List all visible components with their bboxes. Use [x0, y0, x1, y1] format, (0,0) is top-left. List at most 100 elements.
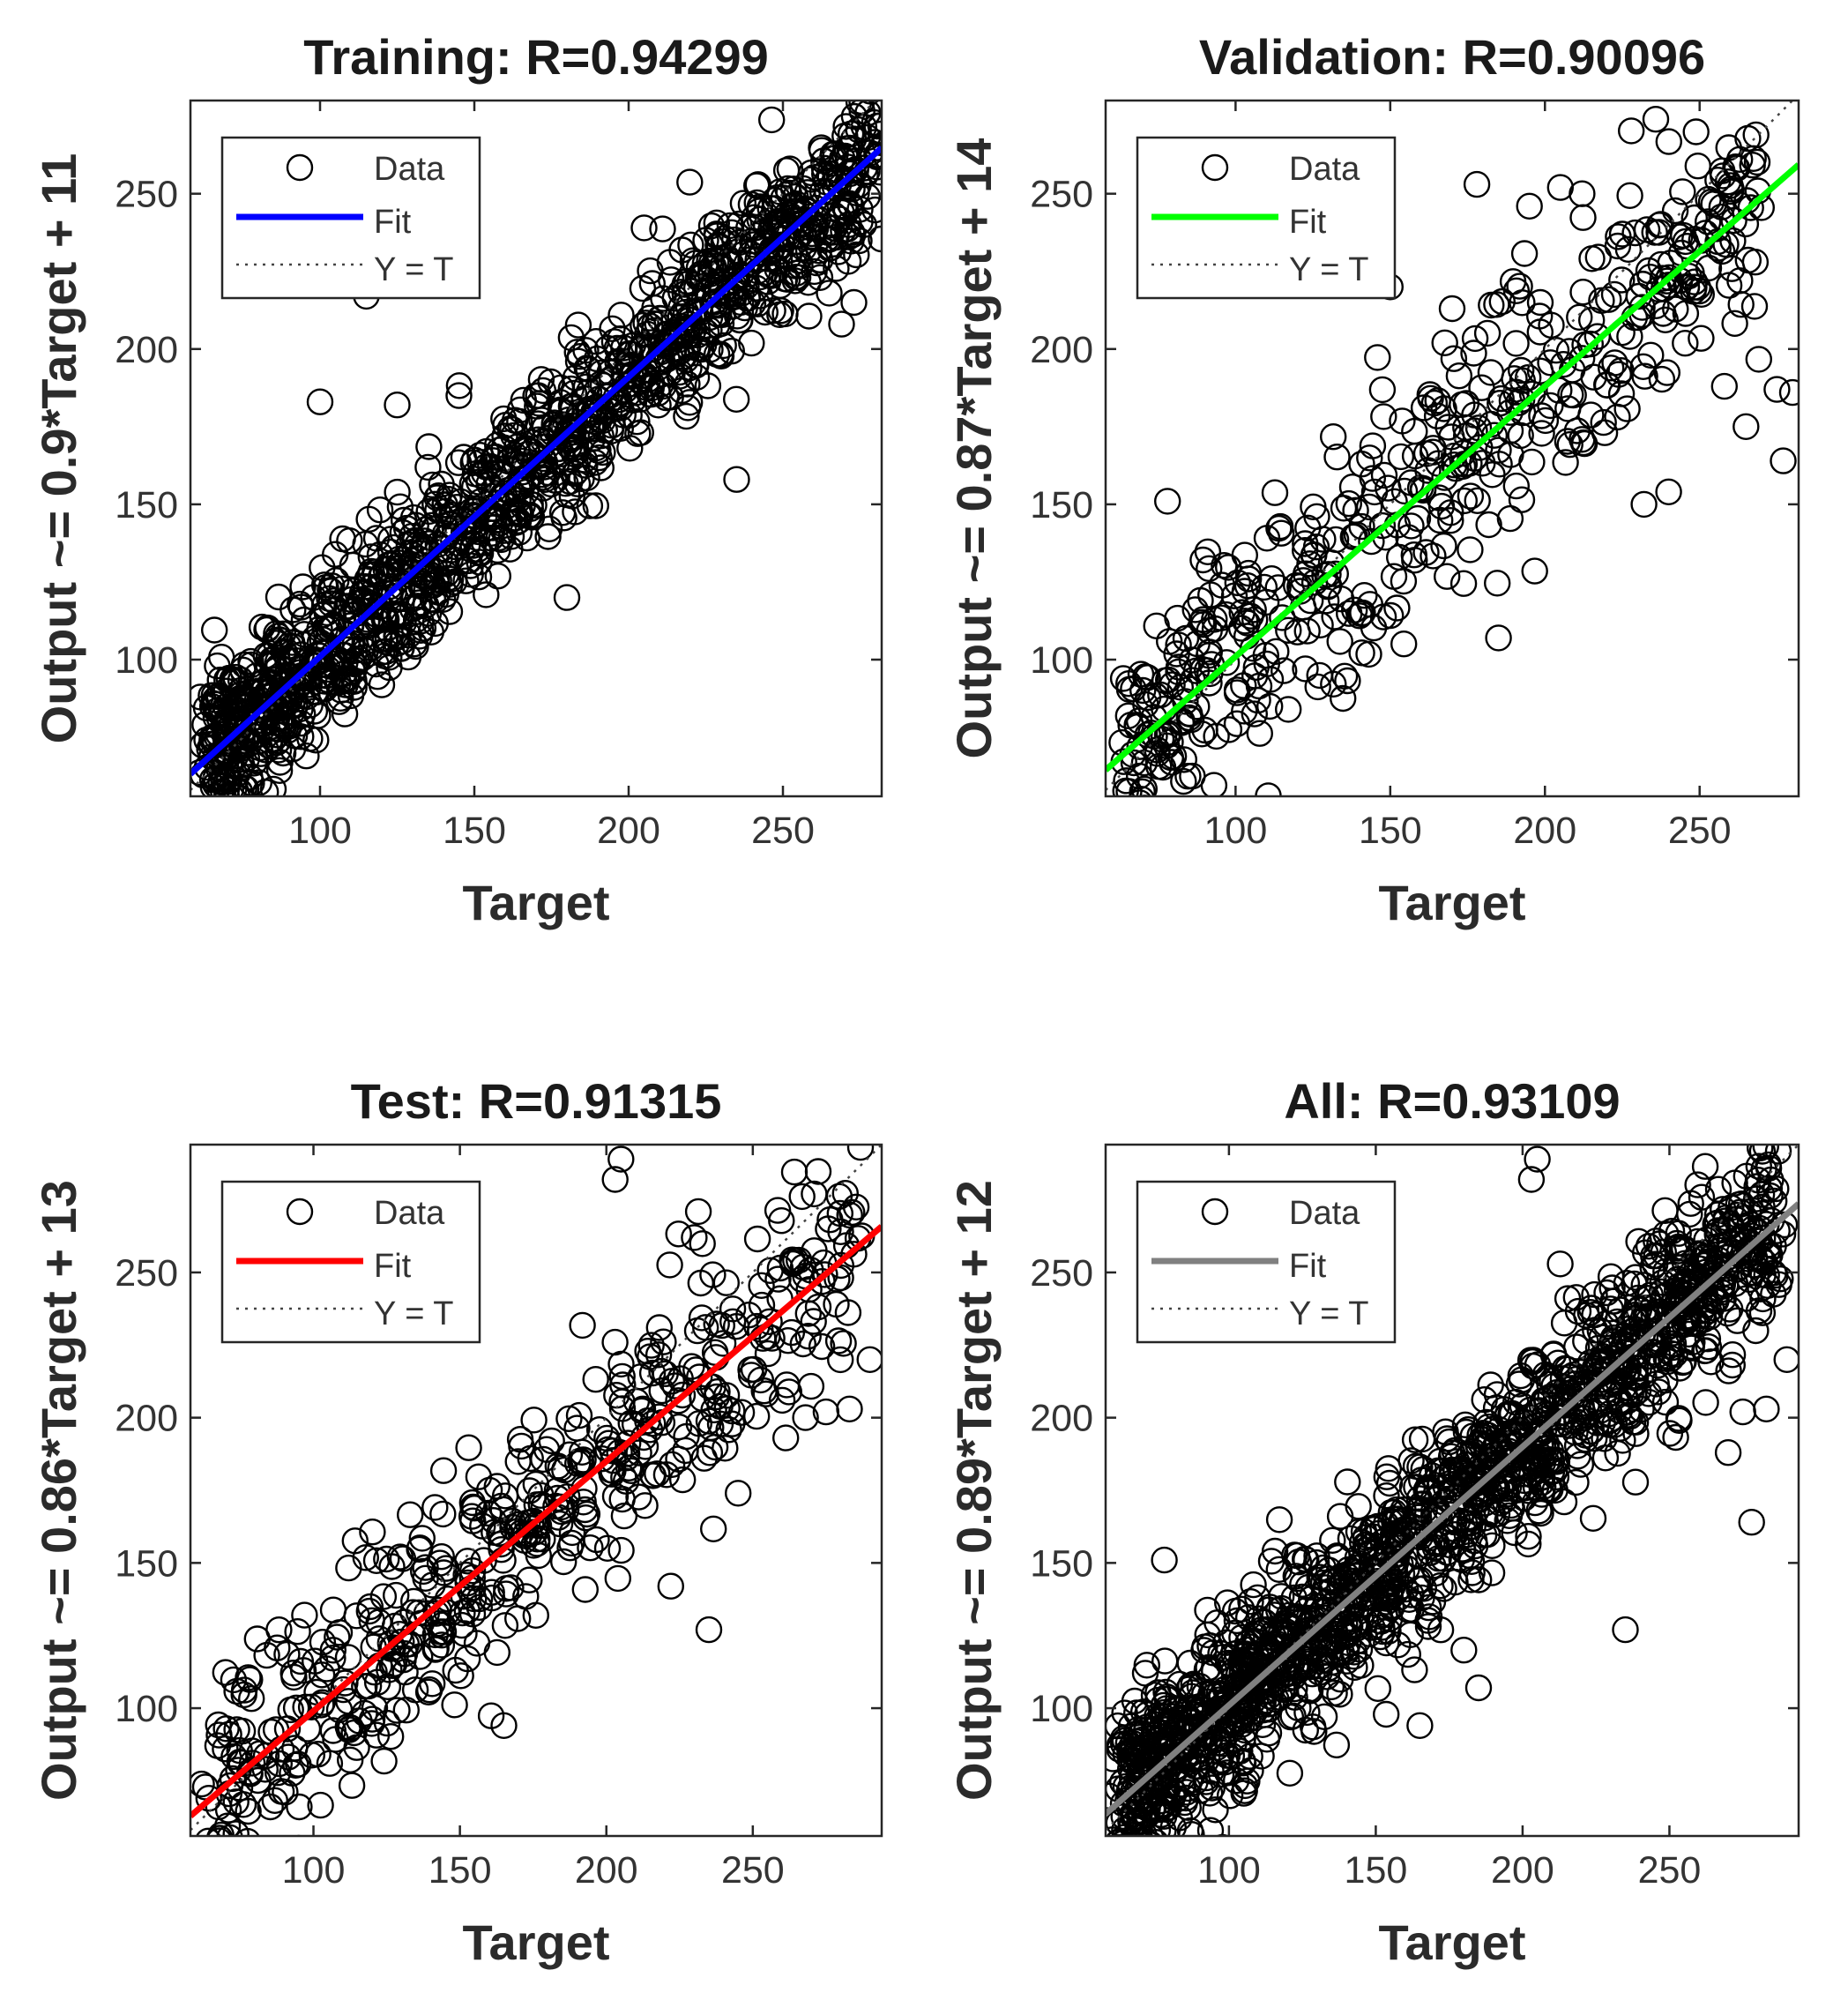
data-point	[1119, 938, 1144, 963]
data-point	[1567, 1451, 1595, 1478]
data-point	[287, 664, 315, 691]
data-point	[409, 615, 437, 642]
data-point	[1143, 824, 1167, 848]
data-point	[1595, 1411, 1623, 1438]
data-point	[370, 1747, 398, 1775]
data-point	[1326, 628, 1353, 655]
data-point	[1613, 395, 1641, 422]
data-point	[1153, 1776, 1181, 1804]
data-point	[1550, 1399, 1577, 1426]
data-point	[1525, 1421, 1553, 1448]
data-point	[1121, 1802, 1148, 1831]
data-point	[257, 1793, 284, 1821]
data-point	[334, 1644, 362, 1671]
data-point	[1340, 1643, 1367, 1670]
x-axis-label: Target	[1379, 1914, 1526, 1970]
data-point	[856, 1346, 882, 1373]
data-point	[206, 1825, 234, 1836]
data-point	[441, 515, 469, 542]
data-point	[601, 1328, 629, 1356]
data-point	[1579, 1504, 1607, 1533]
data-point	[1618, 1343, 1646, 1371]
data-point	[1198, 1774, 1226, 1802]
data-point	[843, 241, 870, 269]
data-point	[459, 506, 488, 534]
legend-label: Fit	[374, 1248, 412, 1285]
data-point	[483, 1638, 510, 1667]
data-point	[1461, 325, 1489, 353]
data-point	[1341, 1610, 1368, 1638]
data-point	[1193, 1655, 1221, 1683]
subplot-2: 100 150 200 250 100 150 200 250 Validation: R=0.…	[946, 29, 1800, 963]
data-point	[1438, 295, 1466, 323]
data-point	[1320, 670, 1347, 698]
data-point	[1241, 700, 1269, 728]
data-point	[1630, 1272, 1658, 1299]
data-point	[1519, 1352, 1546, 1380]
data-point	[679, 247, 707, 274]
data-point	[1157, 743, 1185, 772]
data-point	[1642, 105, 1670, 133]
data-point	[1690, 1306, 1718, 1333]
data-point	[289, 700, 317, 728]
data-point	[1427, 1571, 1454, 1600]
data-point	[475, 470, 503, 497]
data-point	[1562, 1468, 1590, 1496]
data-point	[753, 213, 780, 240]
y-axis-label: Output ~= 0.9*Target + 11	[31, 153, 86, 744]
legend-label: Y = T	[374, 1295, 454, 1332]
data-point	[669, 319, 697, 347]
data-point	[270, 638, 297, 665]
data-point	[1498, 1399, 1526, 1428]
data-point	[1748, 1145, 1777, 1165]
data-point	[367, 563, 395, 591]
data-point	[1778, 378, 1799, 407]
data-point	[1408, 1490, 1436, 1518]
data-point	[414, 453, 442, 481]
data-point	[1255, 1719, 1283, 1747]
data-point	[376, 619, 404, 647]
data-point	[1133, 795, 1138, 796]
data-point	[1271, 1672, 1300, 1700]
data-point	[1356, 444, 1383, 472]
data-point	[1240, 1571, 1267, 1599]
data-point	[412, 591, 440, 619]
data-point	[535, 515, 563, 542]
data-point	[797, 1372, 825, 1400]
data-point	[1459, 1471, 1487, 1498]
data-point	[473, 581, 500, 608]
x-tick-label: 100	[288, 810, 352, 852]
data-point	[695, 1616, 723, 1644]
data-point	[336, 527, 363, 555]
data-point	[454, 547, 482, 574]
data-point	[821, 145, 849, 172]
data-point	[484, 563, 511, 590]
data-point	[1517, 1166, 1546, 1193]
data-point	[1248, 1711, 1277, 1739]
data-point	[637, 1332, 665, 1359]
data-point	[1445, 362, 1473, 390]
data-point	[658, 1368, 686, 1395]
data-point	[425, 566, 452, 594]
data-point	[244, 728, 272, 755]
data-point	[701, 1433, 729, 1461]
data-point	[1665, 1237, 1693, 1265]
data-point	[522, 1470, 549, 1498]
data-point	[1108, 1769, 1136, 1796]
data-point	[1370, 403, 1397, 430]
data-point	[1467, 1429, 1494, 1457]
data-point	[568, 465, 595, 492]
data-point	[421, 1636, 449, 1663]
data-point	[558, 1519, 586, 1547]
data-point	[1373, 1481, 1400, 1510]
data-point	[1695, 1302, 1724, 1331]
data-point	[1155, 628, 1183, 655]
data-point	[1464, 1674, 1493, 1702]
data-point	[740, 1355, 768, 1384]
data-point	[735, 214, 763, 242]
data-point	[1644, 1378, 1673, 1406]
data-point	[1634, 1284, 1661, 1312]
data-point	[1321, 1679, 1348, 1707]
data-point	[585, 1415, 614, 1444]
